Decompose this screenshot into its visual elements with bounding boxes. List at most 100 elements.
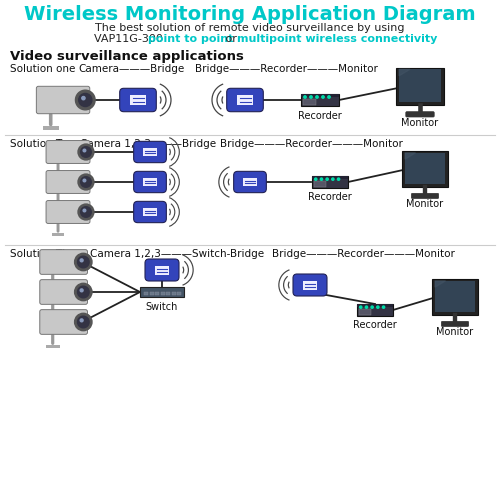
FancyBboxPatch shape: [357, 304, 393, 316]
Text: Recorder: Recorder: [308, 192, 352, 202]
Text: The best solution of remote video surveillance by using: The best solution of remote video survei…: [95, 23, 405, 33]
Circle shape: [78, 174, 94, 190]
Text: multipoint wireless connectivity: multipoint wireless connectivity: [237, 34, 438, 44]
FancyBboxPatch shape: [52, 233, 64, 236]
Text: Monitor: Monitor: [436, 327, 474, 337]
Text: Solution one: Solution one: [10, 64, 76, 74]
Circle shape: [382, 306, 384, 308]
FancyBboxPatch shape: [40, 280, 88, 304]
Text: Solution Two: Solution Two: [10, 139, 76, 149]
FancyBboxPatch shape: [52, 203, 64, 206]
Circle shape: [78, 256, 89, 268]
Text: Solution Three: Solution Three: [10, 249, 86, 259]
FancyBboxPatch shape: [52, 173, 64, 176]
Circle shape: [80, 289, 83, 292]
FancyBboxPatch shape: [293, 274, 327, 296]
FancyBboxPatch shape: [312, 176, 348, 188]
Polygon shape: [399, 69, 410, 76]
FancyBboxPatch shape: [144, 148, 156, 156]
FancyBboxPatch shape: [144, 292, 148, 295]
Circle shape: [78, 94, 92, 106]
Circle shape: [82, 96, 85, 100]
FancyBboxPatch shape: [134, 202, 166, 222]
Circle shape: [80, 206, 92, 218]
FancyBboxPatch shape: [36, 86, 90, 114]
FancyBboxPatch shape: [145, 259, 179, 281]
Circle shape: [371, 306, 374, 308]
Circle shape: [326, 178, 328, 180]
Text: Camera 1,2,3———Bridge: Camera 1,2,3———Bridge: [80, 139, 216, 149]
Circle shape: [80, 176, 92, 188]
Circle shape: [83, 179, 86, 182]
Polygon shape: [405, 153, 415, 159]
Circle shape: [322, 96, 324, 98]
Text: Bridge———Recorder———Monitor: Bridge———Recorder———Monitor: [272, 249, 455, 259]
FancyBboxPatch shape: [166, 292, 170, 295]
FancyBboxPatch shape: [312, 176, 348, 179]
FancyBboxPatch shape: [301, 94, 339, 106]
Circle shape: [316, 96, 318, 98]
FancyBboxPatch shape: [46, 140, 90, 164]
Circle shape: [338, 178, 340, 180]
Circle shape: [314, 178, 317, 180]
Text: or: or: [222, 34, 240, 44]
Text: Camera———Bridge: Camera———Bridge: [78, 64, 184, 74]
Circle shape: [328, 96, 330, 98]
FancyBboxPatch shape: [160, 292, 164, 295]
FancyBboxPatch shape: [120, 88, 156, 112]
FancyBboxPatch shape: [144, 208, 156, 216]
FancyBboxPatch shape: [140, 287, 184, 297]
Circle shape: [83, 209, 86, 212]
Polygon shape: [435, 281, 446, 287]
FancyBboxPatch shape: [40, 310, 88, 334]
Text: Camera 1,2,3———Switch-Bridge: Camera 1,2,3———Switch-Bridge: [90, 249, 264, 259]
Circle shape: [360, 306, 362, 308]
FancyBboxPatch shape: [46, 170, 90, 194]
FancyBboxPatch shape: [46, 315, 60, 318]
Circle shape: [74, 284, 92, 300]
Circle shape: [332, 178, 334, 180]
FancyBboxPatch shape: [406, 112, 434, 117]
FancyBboxPatch shape: [46, 345, 60, 348]
Text: Switch: Switch: [146, 302, 178, 312]
FancyBboxPatch shape: [244, 178, 256, 186]
FancyBboxPatch shape: [150, 292, 154, 295]
Circle shape: [78, 286, 89, 298]
Circle shape: [83, 149, 86, 152]
FancyBboxPatch shape: [40, 250, 88, 274]
FancyBboxPatch shape: [177, 292, 181, 295]
FancyBboxPatch shape: [432, 280, 478, 315]
FancyBboxPatch shape: [134, 142, 166, 163]
Circle shape: [80, 259, 83, 262]
FancyBboxPatch shape: [359, 309, 371, 315]
FancyBboxPatch shape: [172, 292, 175, 295]
FancyBboxPatch shape: [399, 69, 441, 102]
FancyBboxPatch shape: [402, 152, 448, 187]
FancyBboxPatch shape: [405, 153, 445, 184]
Circle shape: [366, 306, 368, 308]
Text: Recorder: Recorder: [353, 320, 397, 330]
Text: Video surveillance applications: Video surveillance applications: [10, 50, 244, 63]
Text: Recorder: Recorder: [298, 111, 342, 121]
Text: Bridge———Recorder———Monitor: Bridge———Recorder———Monitor: [195, 64, 378, 74]
Circle shape: [80, 319, 83, 322]
FancyBboxPatch shape: [46, 200, 90, 224]
Circle shape: [310, 96, 312, 98]
FancyBboxPatch shape: [357, 304, 393, 307]
Text: point to point: point to point: [148, 34, 234, 44]
Circle shape: [78, 204, 94, 220]
FancyBboxPatch shape: [442, 322, 468, 326]
Circle shape: [376, 306, 379, 308]
Text: Wireless Monitoring Application Diagram: Wireless Monitoring Application Diagram: [24, 5, 476, 24]
Text: Monitor: Monitor: [402, 118, 438, 128]
Circle shape: [304, 96, 306, 98]
FancyBboxPatch shape: [303, 99, 316, 105]
Circle shape: [80, 146, 92, 158]
Text: Bridge———Recorder———Monitor: Bridge———Recorder———Monitor: [220, 139, 403, 149]
Circle shape: [74, 254, 92, 270]
FancyBboxPatch shape: [435, 281, 475, 312]
FancyBboxPatch shape: [134, 172, 166, 192]
FancyBboxPatch shape: [130, 95, 146, 105]
FancyBboxPatch shape: [412, 194, 438, 198]
Circle shape: [76, 90, 95, 110]
